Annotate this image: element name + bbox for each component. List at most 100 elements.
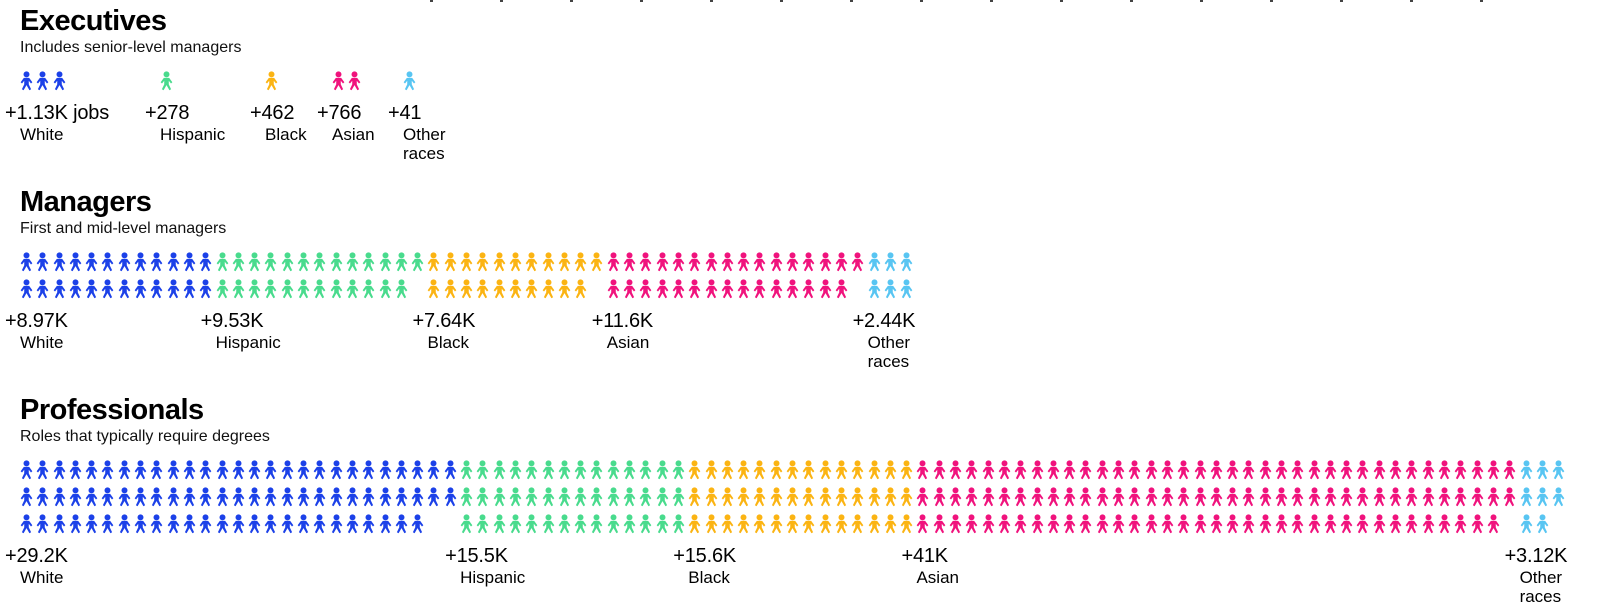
person-icon: [1047, 457, 1060, 483]
person-icon: [1242, 457, 1255, 483]
icon-row: [460, 511, 688, 538]
person-icon: [199, 249, 212, 275]
icon-row: [20, 457, 460, 484]
person-icon: [53, 457, 66, 483]
person-icon: [590, 249, 603, 275]
person-icon: [590, 484, 603, 510]
value-label: +11.6K: [591, 310, 654, 332]
person-icon: [623, 457, 636, 483]
person-icon: [802, 484, 815, 510]
person-icon: [1096, 511, 1109, 537]
race-group-white: +1.13K jobs White: [5, 68, 160, 144]
person-icon: [281, 249, 294, 275]
race-label: Hispanic: [460, 568, 526, 587]
person-icon: [297, 511, 310, 537]
icon-grid: [160, 68, 265, 95]
person-icon: [884, 457, 897, 483]
person-icon: [1487, 484, 1500, 510]
person-icon: [346, 276, 359, 302]
icon-row: [607, 276, 868, 303]
person-icon: [639, 511, 652, 537]
person-icon: [542, 276, 555, 302]
icon-row: [20, 249, 216, 276]
person-icon: [20, 511, 33, 537]
person-icon: [1177, 457, 1190, 483]
person-icon: [868, 511, 881, 537]
person-icon: [1291, 457, 1304, 483]
person-icon: [819, 457, 832, 483]
person-icon: [737, 484, 750, 510]
person-icon: [916, 511, 929, 537]
person-icon: [167, 484, 180, 510]
person-icon: [85, 457, 98, 483]
value-label: +15.5K: [445, 545, 508, 567]
person-icon: [379, 457, 392, 483]
person-icon: [656, 484, 669, 510]
person-icon: [493, 484, 506, 510]
person-icon: [1194, 484, 1207, 510]
person-icon: [362, 276, 375, 302]
person-icon: [281, 511, 294, 537]
person-icon: [36, 511, 49, 537]
person-icon: [460, 484, 473, 510]
person-icon: [1552, 457, 1565, 483]
person-icon: [264, 457, 277, 483]
section-professionals: Professionals Roles that typically requi…: [5, 395, 1600, 603]
person-icon: [705, 457, 718, 483]
person-icon: [835, 249, 848, 275]
icon-row: [332, 68, 403, 95]
person-icon: [688, 276, 701, 302]
race-group-hispanic: +9.53K Hispanic: [201, 249, 428, 352]
person-icon: [737, 276, 750, 302]
person-icon: [819, 511, 832, 537]
person-icon: [1389, 457, 1402, 483]
person-icon: [493, 511, 506, 537]
person-icon: [460, 249, 473, 275]
person-icon: [167, 249, 180, 275]
person-icon: [264, 276, 277, 302]
race-group-white: +8.97K White: [5, 249, 216, 352]
person-icon: [118, 484, 131, 510]
person-icon: [705, 511, 718, 537]
person-icon: [346, 484, 359, 510]
person-icon: [558, 276, 571, 302]
person-icon: [199, 511, 212, 537]
icon-row: [160, 68, 265, 95]
person-icon: [199, 457, 212, 483]
race-group-hispanic: +15.5K Hispanic: [445, 457, 688, 587]
person-icon: [36, 276, 49, 302]
person-icon: [1210, 511, 1223, 537]
person-icon: [1454, 457, 1467, 483]
person-icon: [1520, 457, 1533, 483]
person-icon: [786, 511, 799, 537]
person-icon: [574, 511, 587, 537]
person-icon: [851, 249, 864, 275]
person-icon: [248, 457, 261, 483]
icon-grid: [265, 68, 332, 95]
person-icon: [53, 276, 66, 302]
person-icon: [884, 511, 897, 537]
person-icon: [85, 249, 98, 275]
person-icon: [1161, 484, 1174, 510]
person-icon: [411, 249, 424, 275]
person-icon: [101, 511, 114, 537]
person-icon: [395, 484, 408, 510]
person-icon: [542, 457, 555, 483]
person-icon: [411, 457, 424, 483]
person-icon: [558, 457, 571, 483]
person-icon: [753, 511, 766, 537]
person-icon: [916, 484, 929, 510]
person-icon: [786, 484, 799, 510]
person-icon: [1340, 511, 1353, 537]
person-icon: [134, 457, 147, 483]
person-icon: [332, 68, 345, 94]
person-icon: [542, 484, 555, 510]
person-icon: [476, 457, 489, 483]
person-icon: [150, 276, 163, 302]
person-icon: [493, 457, 506, 483]
race-label: Hispanic: [160, 125, 226, 144]
race-group-black: +15.6K Black: [673, 457, 916, 587]
person-icon: [721, 511, 734, 537]
person-icon: [346, 457, 359, 483]
person-icon: [525, 276, 538, 302]
